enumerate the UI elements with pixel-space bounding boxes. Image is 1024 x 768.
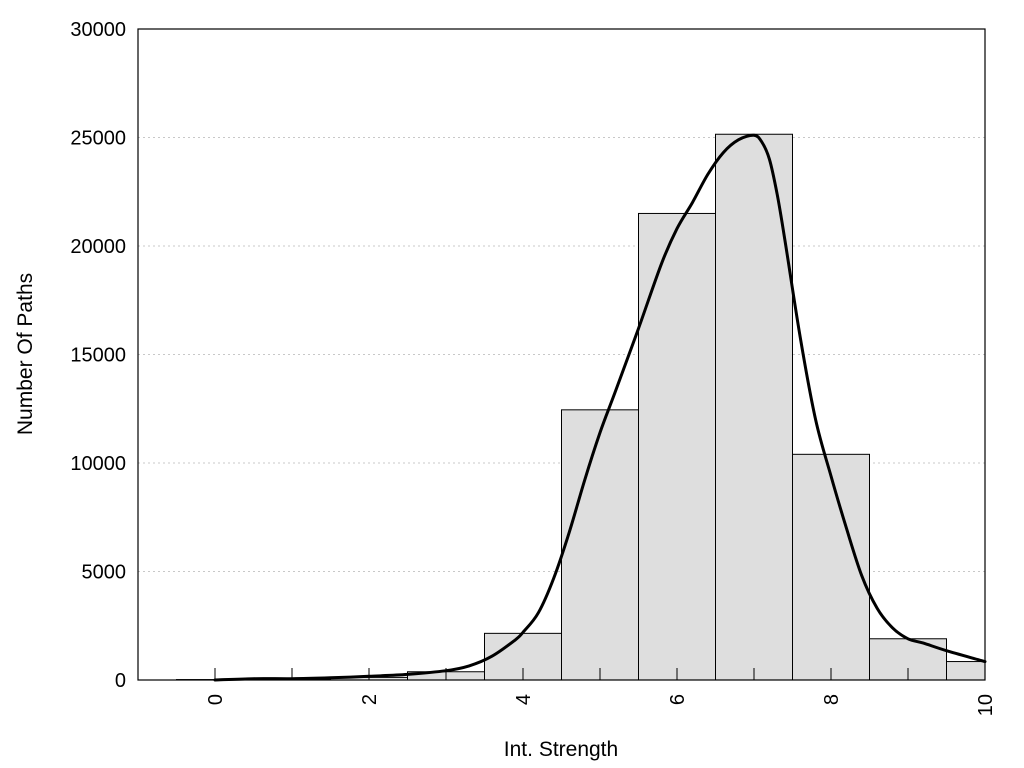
x-tick-label: 10 — [975, 694, 997, 716]
x-axis-title: Int. Strength — [504, 738, 618, 761]
y-tick-label: 30000 — [70, 19, 126, 41]
histogram-bar — [638, 212, 716, 681]
y-tick-labels: 0 5000 10000 15000 20000 25000 30000 — [70, 19, 126, 692]
x-tick-label: 4 — [513, 694, 535, 705]
y-tick-label: 15000 — [70, 345, 126, 367]
axis-ticks — [214, 668, 986, 680]
plot-frame — [137, 28, 986, 681]
histogram-bar — [715, 133, 793, 681]
y-tick-label: 25000 — [70, 128, 126, 150]
y-tick-label: 5000 — [82, 562, 127, 584]
density-curve-layer — [213, 133, 987, 682]
x-tick-label: 2 — [359, 694, 381, 705]
x-tick-label: 0 — [205, 694, 227, 705]
y-tick-label: 0 — [115, 670, 126, 692]
x-tick-label: 6 — [667, 694, 689, 705]
histogram-bar — [561, 409, 639, 681]
histogram-bar — [946, 661, 986, 681]
y-tick-label: 10000 — [70, 453, 126, 475]
y-tick-label: 20000 — [70, 236, 126, 258]
x-tick-labels: 0 2 4 6 8 10 — [205, 694, 997, 716]
y-axis-title: Number Of Paths — [14, 273, 37, 435]
x-tick-label: 8 — [821, 694, 843, 705]
histogram-bars — [176, 133, 986, 681]
density-curve — [213, 133, 987, 682]
